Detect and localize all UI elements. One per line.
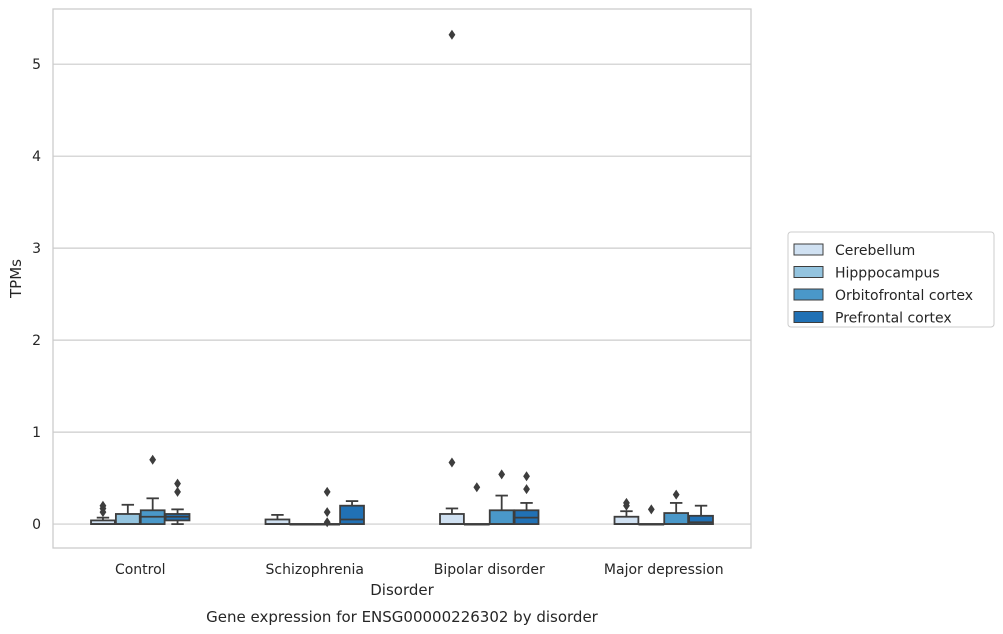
box-2-3 [513, 471, 540, 525]
box-1-0 [264, 513, 291, 525]
box-body [339, 504, 365, 525]
legend-label: Prefrontal cortex [835, 311, 952, 327]
y-tick-label: 2 [32, 333, 41, 349]
box-0-1 [114, 503, 141, 525]
boxes [90, 29, 714, 528]
box-1-1 [289, 523, 316, 526]
y-tick-label: 5 [32, 57, 41, 73]
outlier-point [99, 500, 107, 511]
legend-label: Cerebellum [835, 243, 915, 259]
y-tick-label: 0 [32, 517, 41, 533]
box-0-0 [90, 500, 116, 525]
legend-label: Orbitofrontal cortex [835, 288, 973, 304]
outlier-point [149, 454, 157, 465]
x-tick-labels: Control Schizophrenia Bipolar disorder Majo… [115, 562, 724, 578]
legend-swatch [793, 266, 824, 278]
outlier-point [473, 482, 481, 493]
outlier-point [448, 457, 456, 468]
box-2-1 [463, 482, 490, 526]
outlier-point [672, 489, 680, 500]
box-1-3 [339, 500, 365, 525]
box-3-1 [638, 504, 665, 526]
y-tick-labels: 0 1 2 3 4 5 [32, 57, 41, 533]
grid-lines [53, 63, 751, 525]
box-0-2 [139, 454, 166, 525]
y-axis-label: TPMs [7, 259, 25, 299]
y-tick-label: 3 [32, 241, 41, 257]
outlier-point [623, 497, 630, 508]
legend-frame [787, 231, 995, 328]
outlier-point [523, 471, 530, 482]
y-tick-label: 1 [32, 425, 41, 441]
outlier-point [323, 507, 331, 518]
outlier-point [523, 484, 530, 495]
box-0-3 [164, 478, 191, 525]
box-2-0 [439, 29, 465, 525]
box-body [114, 513, 141, 525]
x-tick-label: Schizophrenia [266, 562, 364, 578]
outlier-point [174, 486, 181, 497]
box-2-2 [488, 469, 515, 525]
box-3-2 [663, 489, 690, 525]
box-body [688, 514, 714, 525]
x-axis-label: Disorder [370, 581, 434, 599]
outlier-point [323, 517, 331, 528]
x-tick-label: Bipolar disorder [434, 562, 545, 578]
outlier-point [448, 29, 456, 40]
box-1-2 [314, 486, 341, 528]
box-3-0 [613, 497, 640, 525]
legend: Cerebellum Hipppocampus Orbitofrontal cort… [787, 231, 995, 328]
legend-swatch [793, 311, 824, 323]
outlier-point [647, 504, 655, 515]
legend-swatch [793, 288, 824, 301]
outlier-point [323, 486, 331, 497]
box-body [488, 509, 515, 525]
legend-label: Hipppocampus [835, 266, 940, 282]
box-body [613, 515, 640, 525]
box-body [439, 513, 465, 525]
chart-caption: Gene expression for ENSG00000226302 by d… [206, 608, 599, 626]
box-body [663, 512, 690, 525]
x-tick-label: Major depression [604, 562, 724, 578]
outlier-point [174, 478, 181, 489]
box-3-3 [688, 504, 714, 525]
legend-swatch [793, 243, 824, 256]
plot-frame [52, 8, 752, 549]
outlier-point [498, 469, 506, 480]
x-tick-label: Control [115, 562, 166, 578]
y-tick-label: 4 [32, 149, 41, 165]
